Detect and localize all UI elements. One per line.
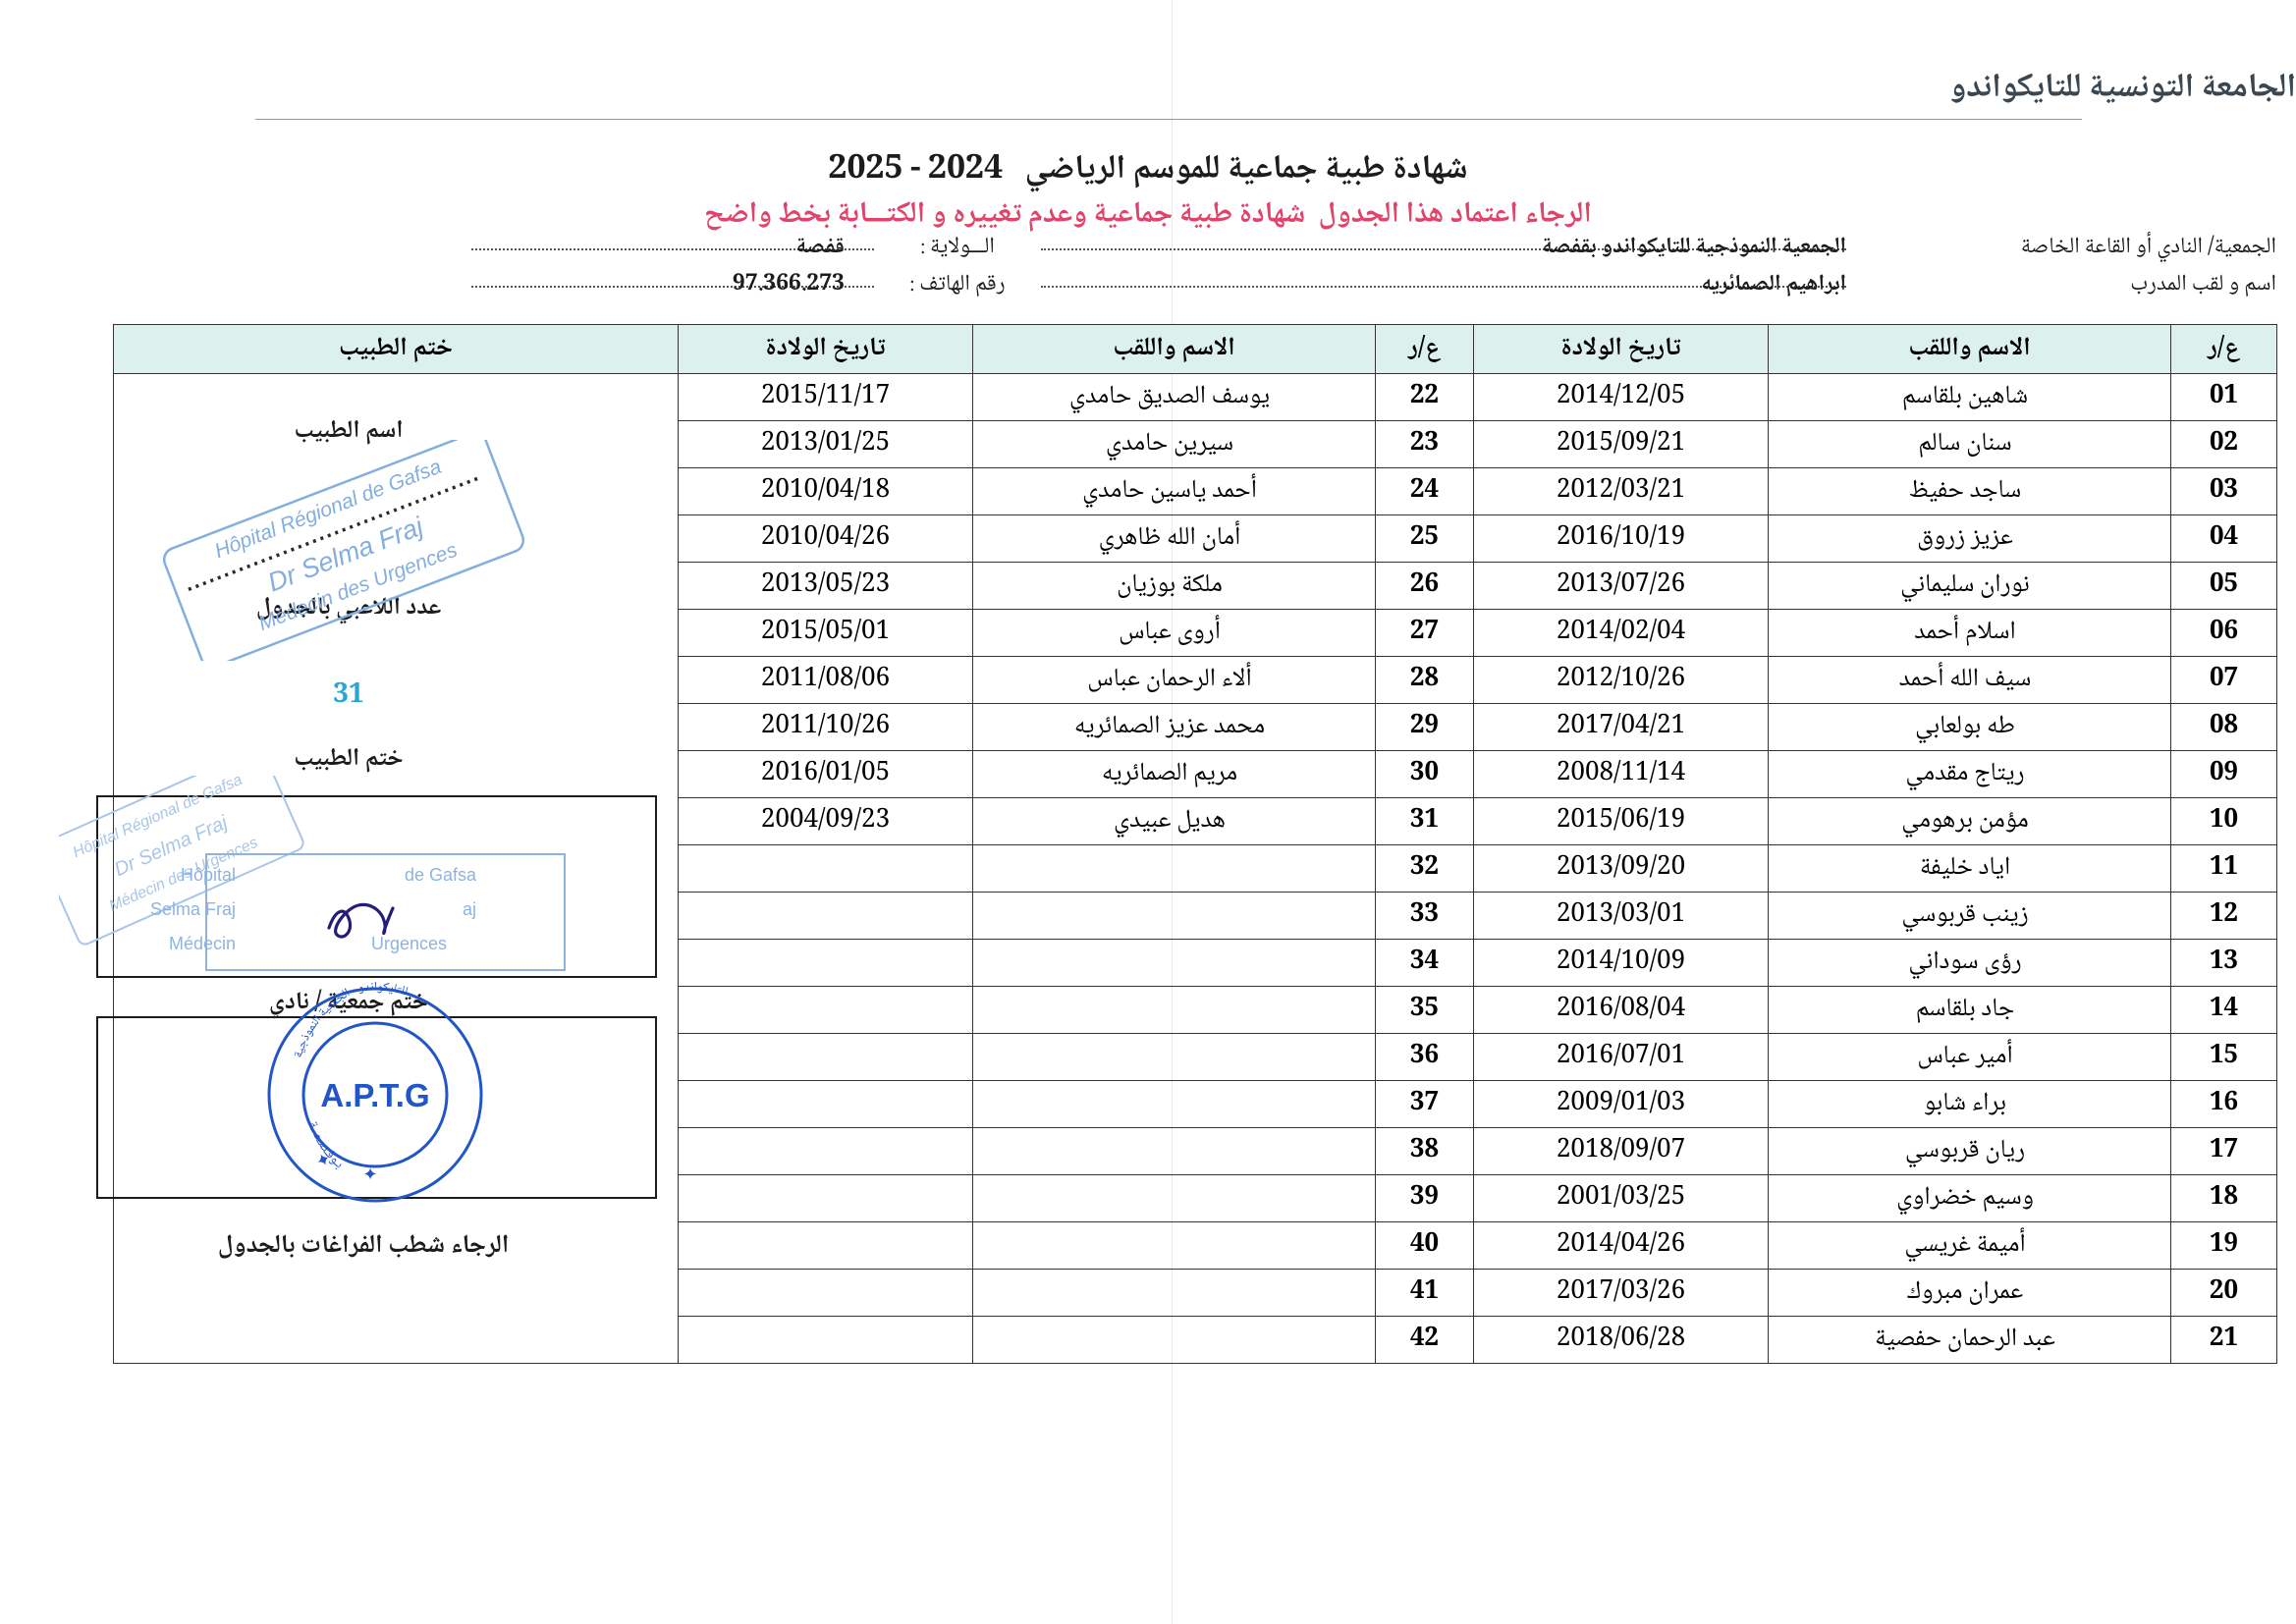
svg-text:Hôpital: Hôpital	[181, 865, 236, 885]
svg-text:Urgences: Urgences	[371, 934, 447, 953]
svg-text:A.P.T.G: A.P.T.G	[320, 1077, 429, 1113]
svg-text:aj: aj	[463, 899, 476, 919]
svg-text:Selma Fraj: Selma Fraj	[150, 899, 236, 919]
svg-text:للتايكواندو: للتايكواندو	[356, 978, 410, 1004]
svg-text:de Gafsa: de Gafsa	[405, 865, 477, 885]
svg-text:✦: ✦	[362, 1164, 377, 1184]
svg-text:Médecin: Médecin	[169, 934, 236, 953]
svg-text:بـوفـصـصـة: بـوفـصـصـة	[301, 1118, 350, 1175]
